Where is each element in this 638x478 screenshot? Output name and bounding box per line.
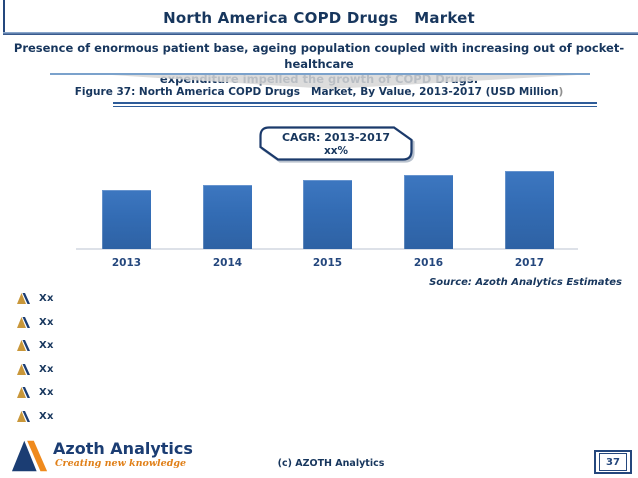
bullet-row: Xx — [17, 386, 54, 399]
page-title: North America COPD Drugs Market — [163, 9, 475, 27]
cagr-value: xx% — [323, 145, 349, 157]
bullet-a-mark-icon — [17, 293, 30, 304]
source-note: Source: Azoth Analytics Estimates — [429, 277, 622, 288]
bar-2017 — [505, 171, 554, 249]
azoth-logo-icon — [11, 440, 48, 472]
cagr-callout-shape — [259, 126, 413, 161]
bullet-row: Xx — [17, 410, 54, 423]
footer-logo: Azoth Analytics Creating new knowledge — [11, 437, 221, 473]
bullet-row: Xx — [17, 292, 54, 305]
bullet-text: Xx — [39, 293, 54, 304]
bullet-a-mark-icon — [17, 363, 30, 375]
logo-name: Azoth Analytics — [53, 439, 193, 458]
title-bar-underline — [3, 32, 638, 35]
bullet-text: Xx — [39, 340, 54, 351]
bar-label-2014: 2014 — [212, 257, 243, 269]
page-number: 37 — [606, 456, 620, 468]
bar-2013 — [102, 190, 151, 249]
logo-tagline: Creating new knowledge — [55, 458, 187, 469]
figure-caption-paren: ) — [558, 86, 564, 98]
bullet-row: Xx — [17, 363, 54, 376]
page-number-inner-frame: 37 — [599, 453, 627, 471]
bullet-list: Xx Xx Xx Xx Xx Xx — [17, 292, 54, 433]
bullet-text: Xx — [39, 363, 54, 375]
bullet-a-mark-icon — [17, 387, 30, 398]
bullet-row: Xx — [17, 316, 54, 329]
bar-label-2016: 2016 — [413, 257, 444, 269]
bar-2016 — [404, 175, 453, 249]
bullet-a-mark-icon — [17, 316, 30, 328]
bullet-text: Xx — [39, 316, 54, 328]
subtitle-line-1: Presence of enormous patient base, agein… — [13, 41, 625, 71]
x-axis-line — [76, 248, 578, 250]
bullet-a-mark-icon — [17, 410, 30, 422]
page-number-box: 37 — [594, 450, 632, 474]
subtitle-divider-line — [50, 73, 590, 75]
cagr-label: CAGR: 2013-2017 — [281, 131, 391, 144]
figure-caption: Figure 37: North America COPD Drugs Mark… — [0, 86, 638, 98]
bar-label-2015: 2015 — [312, 257, 343, 269]
caption-double-underline — [113, 102, 597, 107]
bar-label-2017: 2017 — [514, 257, 545, 269]
bar-2014 — [203, 185, 252, 249]
bullet-text: Xx — [39, 410, 54, 422]
bullet-text: Xx — [39, 387, 54, 398]
copyright-text: (c) AZOTH Analytics — [277, 458, 385, 469]
bar-2015 — [303, 180, 352, 249]
title-bar — [3, 0, 638, 32]
bar-label-2013: 2013 — [111, 257, 142, 269]
bullet-a-mark-icon — [17, 340, 30, 351]
cagr-callout-box: CAGR: 2013-2017 xx% — [259, 126, 413, 161]
bullet-row: Xx — [17, 339, 54, 352]
figure-caption-text: Figure 37: North America COPD Drugs Mark… — [74, 86, 559, 98]
